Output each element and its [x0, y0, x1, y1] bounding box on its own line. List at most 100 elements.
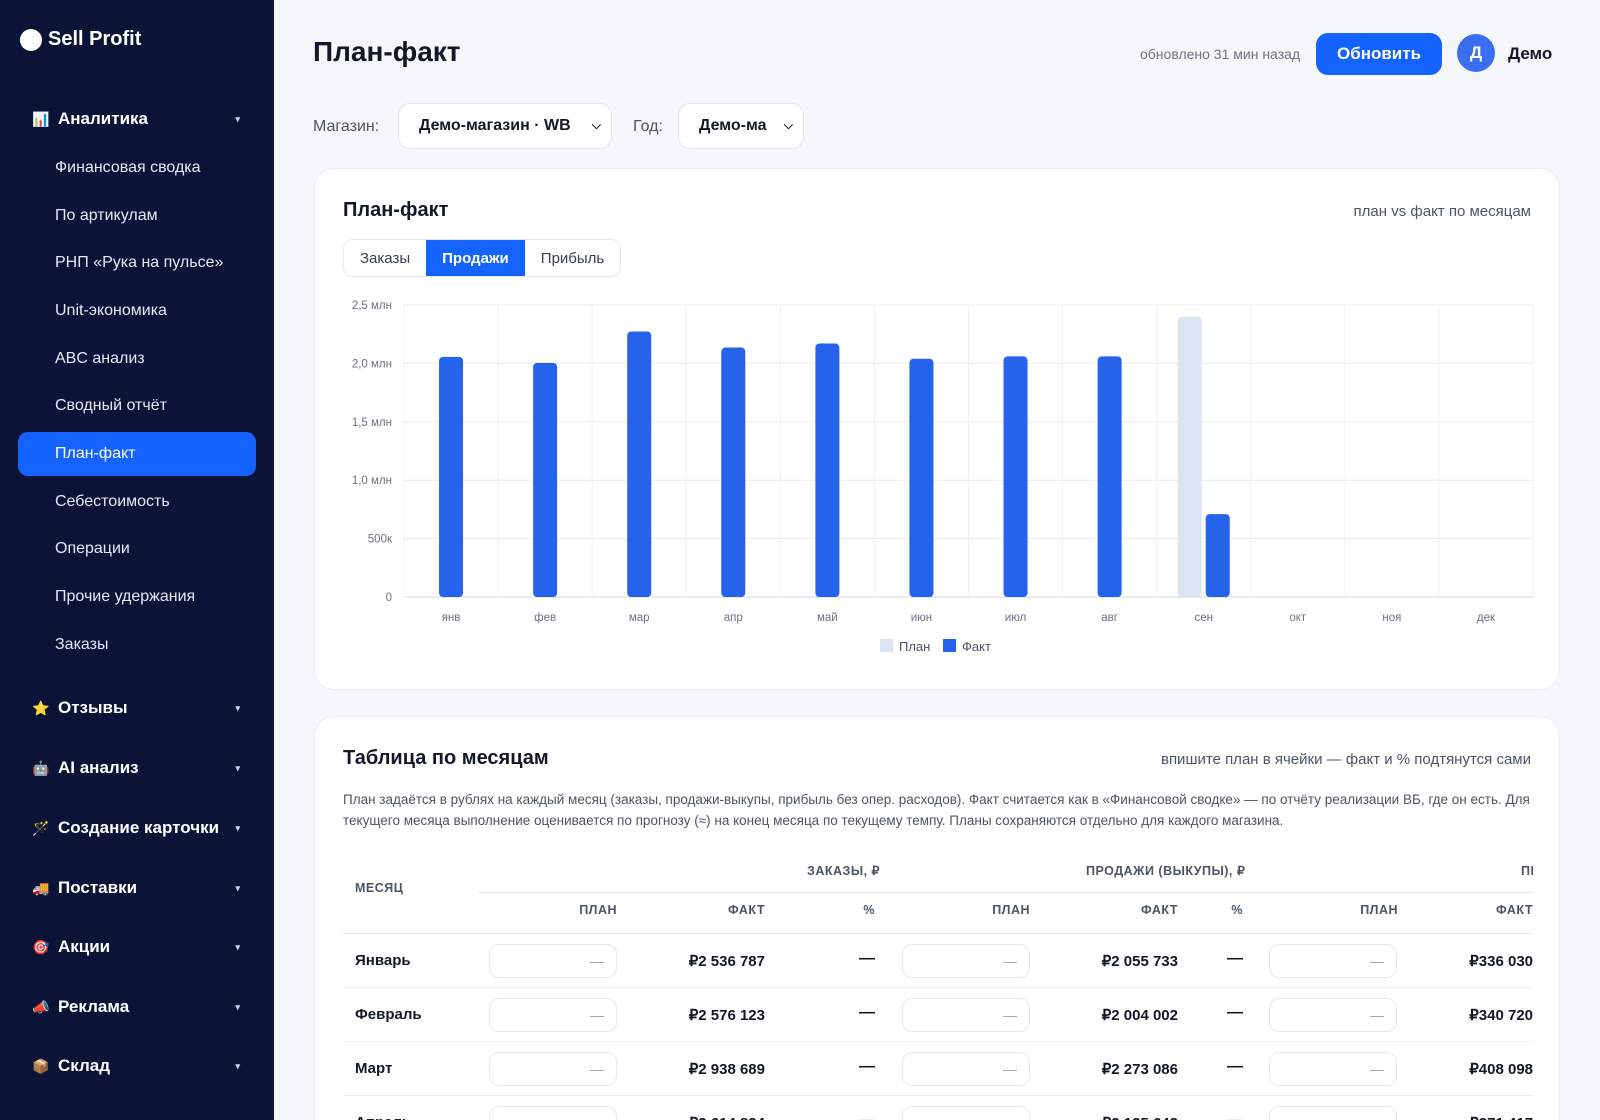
- orders-plan-input[interactable]: —: [489, 998, 617, 1032]
- brand-logo[interactable]: Sell Profit: [20, 28, 141, 51]
- fact-bar: [439, 356, 464, 597]
- col-group-profit: ПРИБЫЛЬ, ₽: [1521, 864, 1533, 878]
- sidebar-item[interactable]: Unit-экономика: [55, 302, 167, 319]
- col-sales-pct: %: [1231, 903, 1243, 917]
- fact-bar: [1003, 356, 1028, 597]
- x-tick-label: апр: [724, 612, 743, 624]
- orders-fact-value: ₽2 576 123: [688, 1007, 765, 1024]
- store-filter-label: Магазин:: [313, 118, 380, 135]
- sales-plan-input[interactable]: —: [902, 944, 1030, 978]
- sales-fact-value: ₽2 273 086: [1101, 1061, 1178, 1078]
- profit-fact-value: ₽371 417: [1383, 1114, 1533, 1120]
- robot-icon: 🤖: [32, 759, 50, 776]
- table-row: Январь — ₽2 536 787 — — ₽2 055 733 — — ₽336 030: [343, 934, 1533, 988]
- sales-plan-input[interactable]: —: [902, 1106, 1030, 1120]
- orders-plan-input[interactable]: —: [489, 1106, 617, 1120]
- monthly-table: МЕСЯЦ ЗАКАЗЫ, ₽ ПРОДАЖИ (ВЫКУПЫ), ₽ ПРИБ…: [343, 857, 1533, 1120]
- sidebar-group-5[interactable]: 🚚 Поставки ▾: [18, 866, 256, 910]
- y-tick-label: 500к: [368, 534, 393, 546]
- chart-card-hint: план vs факт по месяцам: [1353, 203, 1531, 220]
- sidebar-group-label: Отзывы: [58, 698, 128, 717]
- col-month-header: МЕСЯЦ: [355, 881, 404, 895]
- sales-plan-input[interactable]: —: [902, 998, 1030, 1032]
- profit-plan-input[interactable]: —: [1269, 1106, 1397, 1120]
- sidebar-group-1[interactable]: 📊 Аналитика ▾: [18, 97, 256, 141]
- magic-wand-icon: 🪄: [32, 819, 50, 836]
- x-tick-label: дек: [1477, 612, 1496, 624]
- brand-name: Sell Profit: [48, 28, 142, 50]
- table-header-bottom: [343, 933, 1533, 934]
- y-tick-label: 1,0 млн: [352, 475, 392, 487]
- sidebar-item[interactable]: Прочие удержания: [55, 588, 196, 605]
- y-tick-label: 2,0 млн: [352, 358, 392, 370]
- col-sales-fact: ФАКТ: [1141, 903, 1178, 917]
- x-tick-label: авг: [1101, 612, 1118, 624]
- caret-down-icon: ▾: [235, 882, 240, 893]
- table-card: Таблица по месяцам впишите план в ячейки…: [314, 716, 1560, 1120]
- year-select-value: Демо-ма: [699, 117, 767, 134]
- year-select[interactable]: Демо-ма ⌵: [678, 103, 804, 149]
- legend-fact-swatch: [943, 639, 956, 652]
- col-orders-fact: ФАКТ: [728, 903, 765, 917]
- profit-fact-value: ₽340 720: [1469, 1007, 1533, 1024]
- sales-fact-value: ₽2 055 733: [1101, 953, 1178, 970]
- sidebar-group-label: Акции: [58, 937, 111, 956]
- plan-bar: [1177, 316, 1202, 597]
- tab-profit[interactable]: Прибыль: [540, 249, 605, 267]
- row-month: Апрель: [355, 1114, 411, 1120]
- x-tick-label: июл: [1005, 612, 1027, 624]
- tab-orders[interactable]: Заказы: [360, 249, 411, 267]
- sales-plan-input[interactable]: —: [902, 1052, 1030, 1086]
- profit-plan-input[interactable]: —: [1269, 944, 1397, 978]
- profit-plan-input[interactable]: —: [1269, 1052, 1397, 1086]
- target-icon: 🎯: [32, 938, 50, 955]
- sidebar-item[interactable]: Сводный отчёт: [55, 397, 167, 414]
- sidebar-group-label: Реклама: [58, 997, 130, 1016]
- sidebar-item[interactable]: РНП «Рука на пульсе»: [55, 254, 224, 271]
- orders-plan-input[interactable]: —: [489, 944, 617, 978]
- sidebar-group-7[interactable]: 📣 Реклама ▾: [18, 985, 256, 1029]
- user-name[interactable]: Демо: [1508, 44, 1553, 63]
- caret-down-icon: ▾: [235, 113, 240, 124]
- sidebar-item[interactable]: Финансовая сводка: [55, 159, 201, 176]
- y-tick-label: 2,5 млн: [352, 300, 392, 312]
- sidebar-item[interactable]: Операции: [55, 540, 130, 557]
- legend-plan-label: План: [899, 639, 930, 654]
- y-tick-label: 1,5 млн: [352, 417, 392, 429]
- x-tick-label: фев: [534, 612, 556, 624]
- legend-fact-label: Факт: [962, 639, 991, 654]
- chevron-down-icon: ⌵: [783, 118, 793, 132]
- profit-plan-input[interactable]: —: [1269, 998, 1397, 1032]
- store-select[interactable]: Демо-магазин · WB ⌵: [398, 103, 612, 149]
- sidebar-group-4[interactable]: 🪄 Создание карточки ▾: [18, 806, 256, 850]
- sidebar-group-8[interactable]: 📦 Склад ▾: [18, 1044, 256, 1088]
- fact-bar: [815, 343, 840, 597]
- col-profit-fact: ФАКТ: [1496, 903, 1533, 917]
- table-card-title: Таблица по месяцам: [343, 747, 549, 769]
- sidebar-group-6[interactable]: 🎯 Акции ▾: [18, 925, 256, 969]
- truck-icon: 🚚: [32, 879, 50, 896]
- sidebar-item[interactable]: Себестоимость: [55, 493, 170, 510]
- col-profit-plan: ПЛАН: [1360, 903, 1398, 917]
- legend-plan-swatch: [880, 639, 893, 652]
- tab-sales[interactable]: Продажи: [426, 240, 525, 276]
- updated-status: обновлено 31 мин назад: [1140, 46, 1301, 62]
- orders-fact-value: ₽2 536 787: [688, 953, 765, 970]
- sidebar-group-2[interactable]: ⭐ Отзывы ▾: [18, 686, 256, 730]
- x-tick-label: янв: [442, 612, 461, 624]
- fact-bar: [533, 362, 558, 597]
- sidebar-group-label: AI анализ: [58, 758, 139, 777]
- sidebar-group-3[interactable]: 🤖 AI анализ ▾: [18, 746, 256, 790]
- orders-plan-input[interactable]: —: [489, 1052, 617, 1086]
- sidebar-item[interactable]: Заказы: [55, 636, 109, 653]
- store-select-value: Демо-магазин · WB: [419, 117, 571, 134]
- x-tick-label: окт: [1289, 612, 1307, 624]
- sidebar-item[interactable]: ABC анализ: [55, 350, 145, 367]
- sidebar-item[interactable]: План-факт: [18, 432, 256, 476]
- avatar[interactable]: Д: [1457, 34, 1495, 72]
- refresh-button[interactable]: Обновить: [1316, 33, 1442, 75]
- page-title: План-факт: [313, 36, 461, 67]
- sales-pct-value: —: [1227, 950, 1243, 967]
- col-sales-plan: ПЛАН: [992, 903, 1030, 917]
- sidebar-item[interactable]: По артикулам: [55, 207, 158, 224]
